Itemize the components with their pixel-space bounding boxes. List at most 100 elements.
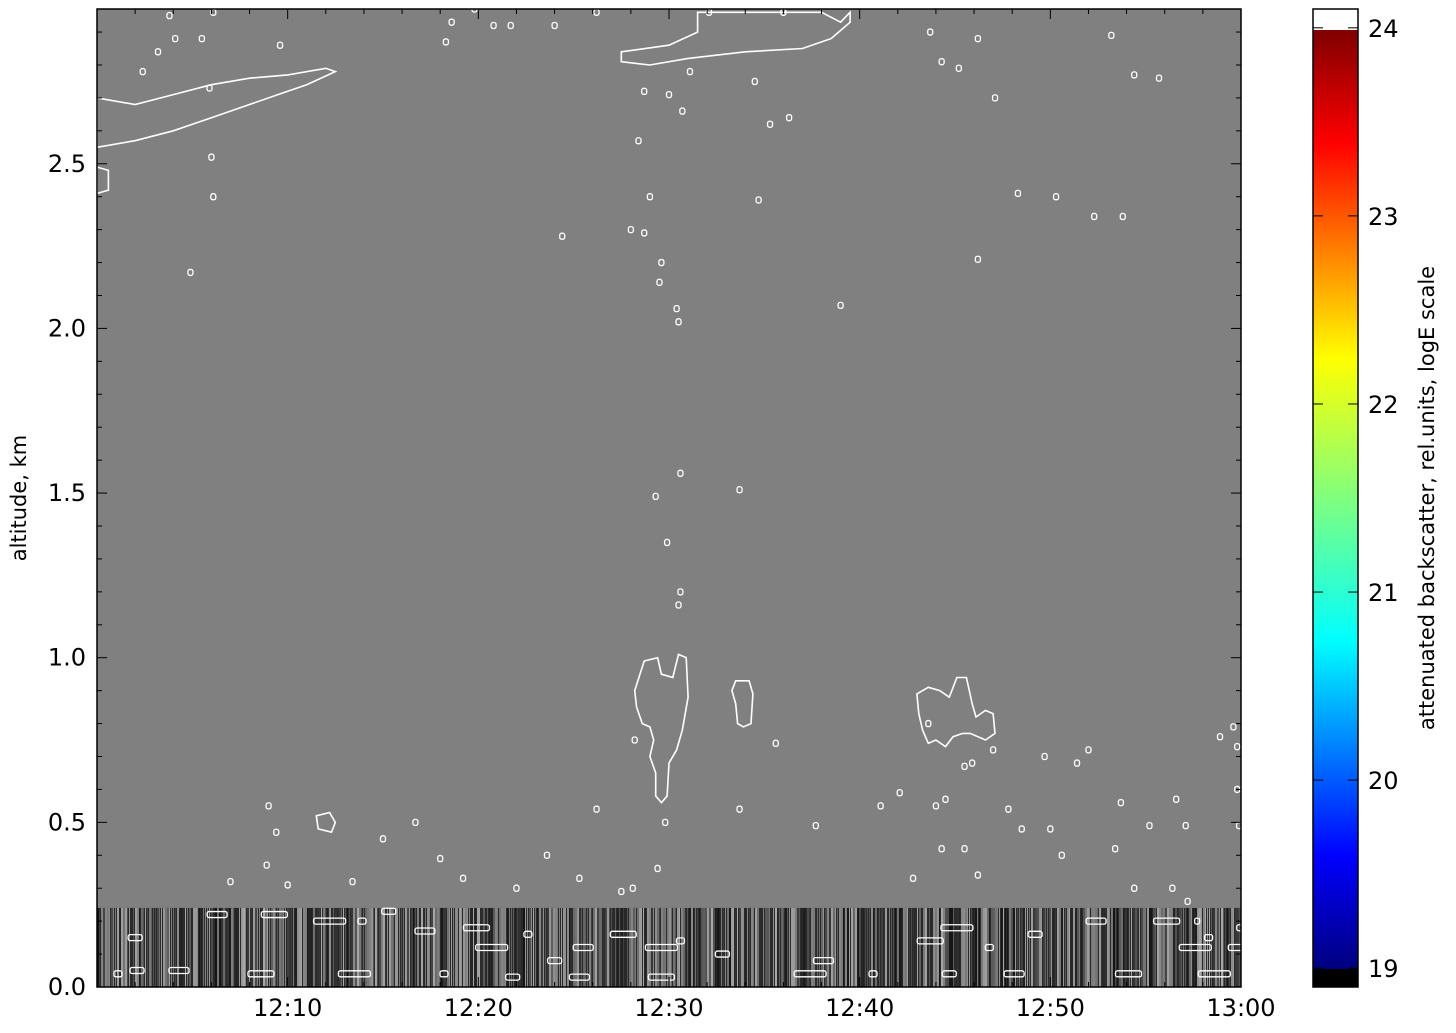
noise-stripe [1057, 907, 1059, 987]
noise-stripe [861, 907, 862, 987]
noise-stripe [965, 907, 967, 987]
noise-stripe [1177, 907, 1179, 987]
noise-stripe [145, 907, 146, 987]
noise-stripe [837, 907, 838, 987]
noise-stripe [307, 907, 308, 987]
speckle-contour [812, 821, 819, 830]
speckle-contour [543, 851, 551, 859]
noise-stripe [855, 907, 857, 987]
noise-stripe [181, 907, 182, 987]
noise-stripe [607, 907, 609, 987]
colorbar-tick-label: 22 [1368, 391, 1399, 419]
speckle-contour [551, 21, 558, 30]
speckle-contour [593, 805, 600, 813]
colorbar-label: attenuated backscatter, rel.units, logE … [1415, 266, 1439, 730]
noise-stripe [695, 907, 696, 987]
noise-stripe [1195, 907, 1197, 987]
noise-stripe [521, 907, 522, 987]
near-surface-contour [1283, 971, 1291, 977]
noise-stripe [909, 907, 910, 987]
noise-stripe [821, 907, 823, 987]
noise-stripe [1231, 907, 1233, 987]
noise-stripe [1147, 907, 1149, 987]
near-surface-contour [1003, 970, 1025, 978]
noise-stripe [479, 907, 480, 987]
near-surface-contour [714, 950, 731, 958]
noise-stripe [841, 907, 843, 987]
speckle-contour [938, 845, 945, 853]
noise-stripe [803, 907, 805, 987]
noise-stripe [869, 907, 870, 987]
noise-stripe [1013, 907, 1015, 987]
speckle-contour [187, 268, 194, 277]
near-surface-contour [414, 927, 436, 935]
noise-stripe [323, 907, 325, 987]
noise-stripe [1033, 907, 1035, 987]
noise-stripe [749, 907, 750, 987]
noise-stripe [387, 907, 388, 987]
noise-stripe [487, 907, 488, 987]
noise-stripe [283, 907, 284, 987]
noise-stripe [759, 907, 761, 987]
noise-stripe [309, 907, 310, 987]
noise-stripe [565, 907, 566, 987]
noise-stripe [781, 907, 783, 987]
noise-stripe [1225, 907, 1226, 987]
near-surface-contour [475, 943, 509, 952]
noise-stripe [1019, 907, 1020, 987]
near-surface-contour [1114, 970, 1143, 978]
speckle-contour [1131, 71, 1138, 79]
noise-stripe [269, 907, 270, 987]
noise-stripe [1145, 907, 1146, 987]
noise-stripe [611, 907, 612, 987]
near-surface-contour [1178, 943, 1212, 952]
noise-stripe [275, 907, 276, 987]
noise-stripe [1117, 907, 1118, 987]
speckle-contour [641, 229, 648, 237]
noise-stripe [911, 907, 912, 987]
speckle-contour [490, 21, 497, 30]
noise-stripe [1083, 907, 1085, 987]
noise-stripe [393, 907, 394, 987]
noise-stripe [361, 907, 362, 987]
noise-stripe [97, 907, 99, 987]
noise-stripe [1149, 907, 1151, 987]
noise-stripe [1163, 907, 1165, 987]
near-surface-contour [113, 970, 123, 978]
speckle-contour [139, 67, 146, 76]
near-surface-contour [916, 937, 944, 945]
speckle-contour [1052, 193, 1060, 201]
noise-stripe [321, 907, 322, 987]
noise-stripe [1107, 907, 1109, 987]
noise-stripe [213, 907, 214, 987]
noise-stripe [403, 907, 404, 987]
noise-stripe [429, 907, 430, 987]
noise-stripe [857, 907, 859, 987]
noise-stripe [583, 907, 585, 987]
noise-stripe [629, 907, 631, 987]
noise-stripe [1161, 907, 1163, 987]
noise-stripe [955, 907, 956, 987]
colorbar-gradient [1313, 30, 1358, 969]
plot-background [97, 9, 1241, 987]
noise-stripe [131, 907, 132, 987]
noise-stripe [169, 907, 170, 987]
noise-stripe [707, 907, 709, 987]
noise-stripe [553, 907, 555, 987]
noise-stripe [381, 907, 383, 987]
speckle-contour [166, 11, 173, 20]
noise-stripe [623, 907, 624, 987]
near-surface-contour [1249, 964, 1275, 970]
noise-stripe [483, 907, 485, 987]
noise-stripe [605, 907, 607, 987]
noise-stripe [239, 907, 240, 987]
x-tick-label: 12:30 [634, 994, 703, 1022]
noise-stripe [737, 907, 738, 987]
speckle-contour [1182, 821, 1189, 830]
noise-stripe [1131, 907, 1132, 987]
near-surface-contour [127, 933, 143, 942]
speckle-contour [210, 193, 217, 201]
noise-stripe [1139, 907, 1140, 987]
noise-stripe [221, 907, 223, 987]
noise-stripe [231, 907, 233, 987]
